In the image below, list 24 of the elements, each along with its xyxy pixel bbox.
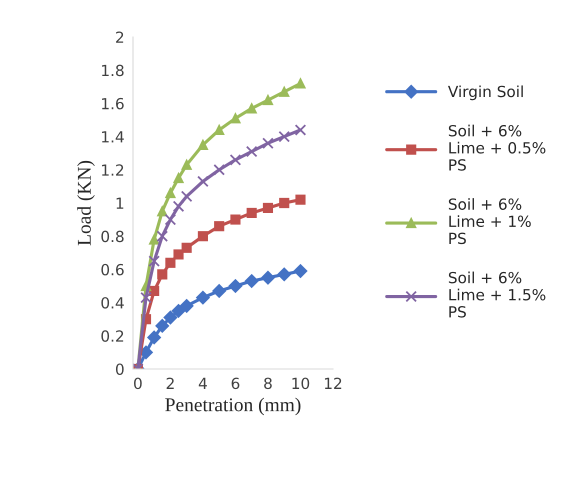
y-tick-label: 1 bbox=[116, 198, 124, 209]
x-tick-label: 10 bbox=[292, 378, 310, 390]
x-tick-label: 6 bbox=[232, 378, 240, 390]
legend-label: Soil + 6% Lime + 1% PS bbox=[448, 198, 531, 244]
y-tick-label: 0 bbox=[116, 363, 124, 376]
legend-label: Soil + 6% Lime + 1.5% PS bbox=[448, 272, 546, 318]
y-tick-label: 1.8 bbox=[102, 64, 124, 76]
y-tick-label: 1.4 bbox=[102, 131, 124, 142]
y-tick-label: 1.6 bbox=[102, 98, 124, 110]
y-axis-title: Load (KN) bbox=[77, 160, 95, 246]
x-tick-label: 0 bbox=[134, 378, 142, 390]
x-tick-label: 8 bbox=[264, 378, 272, 390]
y-tick-label: 2 bbox=[116, 31, 124, 43]
y-tick-label: 0.4 bbox=[101, 297, 124, 309]
y-tick-label: 1.2 bbox=[102, 164, 124, 176]
y-tick-label: 0.6 bbox=[101, 264, 124, 276]
x-tick-label: 2 bbox=[166, 378, 174, 389]
y-tick-label: 0.2 bbox=[101, 330, 124, 342]
legend-label: Soil + 6% Lime + 0.5% PS bbox=[448, 124, 546, 171]
x-tick-label: 12 bbox=[324, 378, 342, 389]
x-tick-label: 4 bbox=[198, 378, 207, 389]
y-tick-label: 0.8 bbox=[101, 230, 124, 242]
legend-label: Virgin Soil bbox=[448, 85, 523, 100]
x-axis-title: Penetration (mm) bbox=[165, 398, 300, 416]
